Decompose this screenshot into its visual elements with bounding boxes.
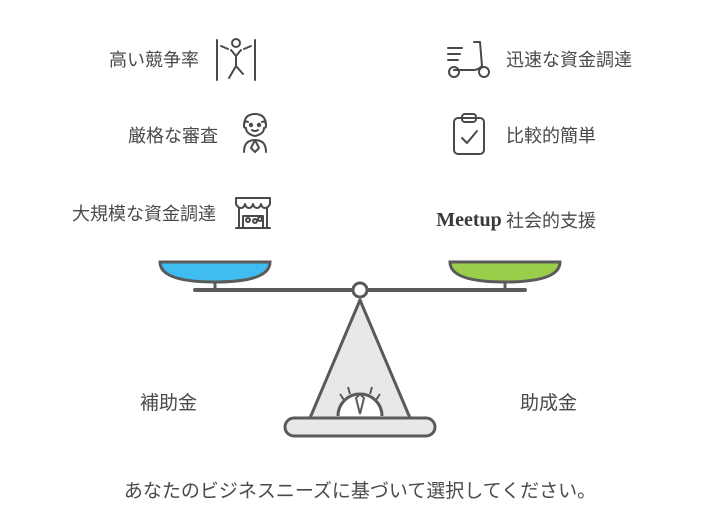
balance-scale <box>150 250 570 455</box>
right-item-1: 比較的簡単 <box>444 110 596 160</box>
infographic-container: 高い競争率 厳格な審査 大 <box>0 0 720 527</box>
left-category-label: 補助金 <box>140 388 197 415</box>
right-item-2-label: 社会的支援 <box>506 207 596 233</box>
right-item-0: 迅速な資金調達 <box>444 34 632 84</box>
left-item-2: 大規模な資金調達 <box>72 188 278 238</box>
meetup-icon: Meetup <box>444 195 494 245</box>
bottom-caption: あなたのビジネスニーズに基づいて選択してください。 <box>0 476 720 503</box>
right-item-0-label: 迅速な資金調達 <box>506 46 632 72</box>
scooter-icon <box>444 34 494 84</box>
right-category-label: 助成金 <box>520 388 577 415</box>
left-item-1: 厳格な審査 <box>128 110 280 160</box>
left-item-0: 高い競争率 <box>109 34 261 84</box>
clipboard-check-icon <box>444 110 494 160</box>
judge-person-icon <box>230 110 280 160</box>
market-stall-icon <box>228 188 278 238</box>
runner-finish-icon <box>211 34 261 84</box>
left-item-0-label: 高い競争率 <box>109 46 199 72</box>
left-item-2-label: 大規模な資金調達 <box>72 200 216 226</box>
right-item-2: Meetup 社会的支援 <box>444 195 596 245</box>
left-item-1-label: 厳格な審査 <box>128 122 218 148</box>
right-item-1-label: 比較的簡単 <box>506 122 596 148</box>
